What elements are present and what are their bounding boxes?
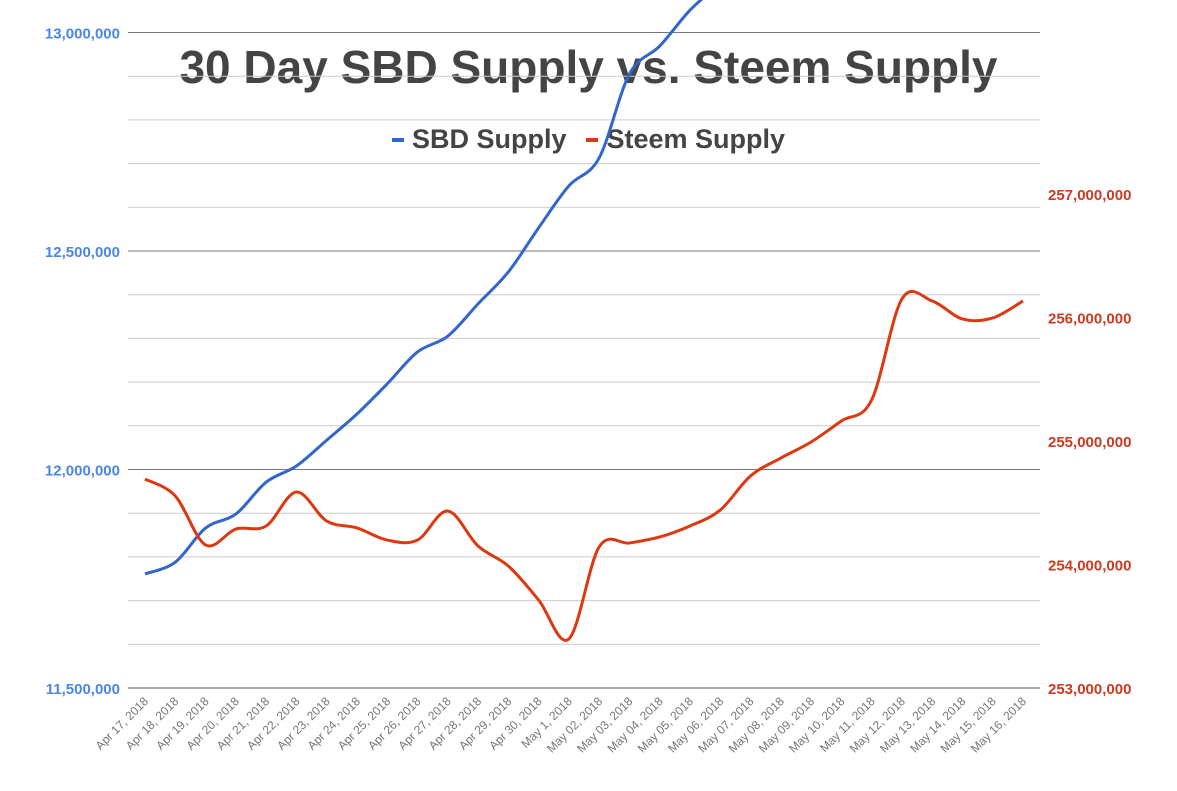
left-tick-label: 12,000,000: [45, 463, 120, 480]
sbd-supply-line: [144, 0, 704, 576]
legend-item-sbd[interactable]: SBD Supply: [391, 124, 567, 155]
legend-label: Steem Supply: [606, 124, 786, 154]
steem-supply-line: [144, 289, 1024, 642]
right-tick-label: 253,000,000: [1048, 681, 1131, 698]
legend-label: SBD Supply: [411, 124, 567, 154]
left-tick-label: 13,000,000: [45, 26, 120, 43]
right-tick-label: 254,000,000: [1048, 558, 1131, 575]
legend-swatch: [391, 137, 404, 142]
right-tick-label: 257,000,000: [1048, 187, 1131, 204]
legend-item-steem[interactable]: Steem Supply: [586, 124, 785, 155]
legend: SBD Supply Steem Supply: [0, 124, 1177, 155]
right-tick-label: 255,000,000: [1048, 434, 1131, 451]
legend-swatch: [586, 137, 599, 142]
right-tick-label: 256,000,000: [1048, 311, 1131, 328]
left-tick-label: 12,500,000: [45, 244, 120, 261]
left-tick-label: 11,500,000: [46, 681, 120, 698]
chart-title: 30 Day SBD Supply vs. Steem Supply: [179, 41, 998, 93]
